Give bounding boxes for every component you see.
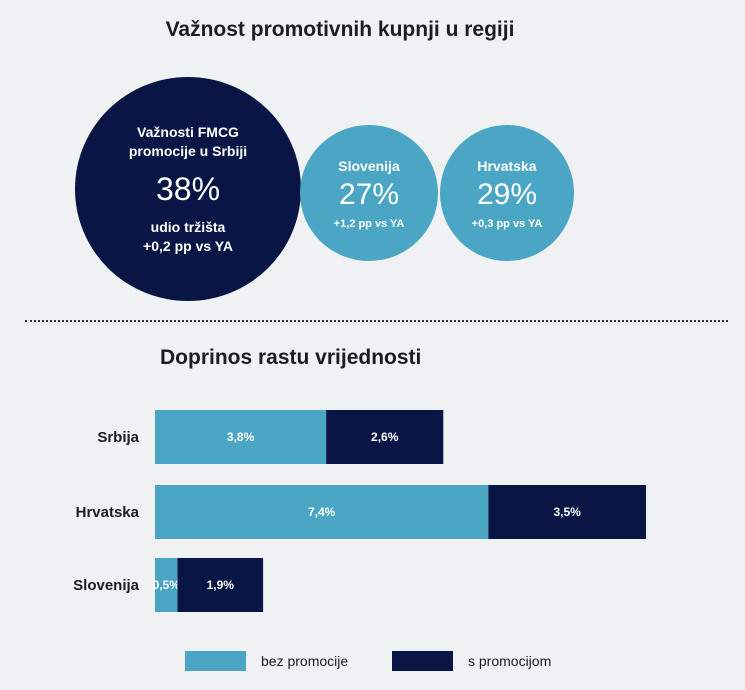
legend-label-bez-promocije: bez promocije <box>261 653 348 669</box>
slovenia-circle-label: Slovenija <box>338 157 400 174</box>
data-label-slovenija-bez-promocije: 0,5% <box>153 578 181 592</box>
serbia-promo-circle: Važnosti FMCG promocije u Srbiji 38% udi… <box>75 77 301 301</box>
bar-srbija-s-promocijom <box>326 410 444 464</box>
croatia-promo-circle: Hrvatska 29% +0,3 pp vs YA <box>440 125 574 261</box>
serbia-circle-value: 38% <box>155 170 221 207</box>
data-label-hrvatska-s-promocijom: 3,5% <box>553 505 581 519</box>
slovenia-promo-circle: Slovenija 27% +1,2 pp vs YA <box>300 125 438 261</box>
croatia-circle-label: Hrvatska <box>477 157 537 174</box>
category-label-srbija: Srbija <box>97 429 139 446</box>
slovenia-circle-sub: +1,2 pp vs YA <box>333 217 405 230</box>
category-label-hrvatska: Hrvatska <box>76 504 140 521</box>
chart-title: Doprinos rastu vrijednosti <box>160 346 422 369</box>
bar-srbija-bez-promocije <box>155 410 327 464</box>
bar-hrvatska-s-promocijom <box>488 485 646 539</box>
legend-swatch-s-promocijom <box>392 651 453 671</box>
serbia-circle-sub-2: +0,2 pp vs YA <box>143 237 233 254</box>
data-label-srbija-bez-promocije: 3,8% <box>227 430 255 444</box>
data-label-slovenija-s-promocijom: 1,9% <box>207 578 235 592</box>
croatia-circle-sub: +0,3 pp vs YA <box>471 217 543 230</box>
data-label-hrvatska-bez-promocije: 7,4% <box>308 505 336 519</box>
slovenia-circle-value: 27% <box>338 177 400 211</box>
section-divider <box>25 320 728 322</box>
bar-hrvatska-bez-promocije <box>155 485 489 539</box>
serbia-circle-label-1: Važnosti FMCG <box>137 123 239 140</box>
legend-label-s-promocijom: s promocijom <box>468 653 551 669</box>
croatia-circle-value: 29% <box>476 177 538 211</box>
serbia-circle-label-2: promocije u Srbiji <box>128 142 248 159</box>
category-label-slovenija: Slovenija <box>73 577 140 594</box>
page-title: Važnost promotivnih kupnji u regiji <box>165 18 515 41</box>
bar-slovenija-bez-promocije <box>155 558 178 612</box>
bar-slovenija-s-promocijom <box>177 558 264 612</box>
data-label-srbija-s-promocijom: 2,6% <box>371 430 399 444</box>
legend-swatch-bez-promocije <box>185 651 246 671</box>
serbia-circle-sub-1: udio tržišta <box>150 218 226 235</box>
